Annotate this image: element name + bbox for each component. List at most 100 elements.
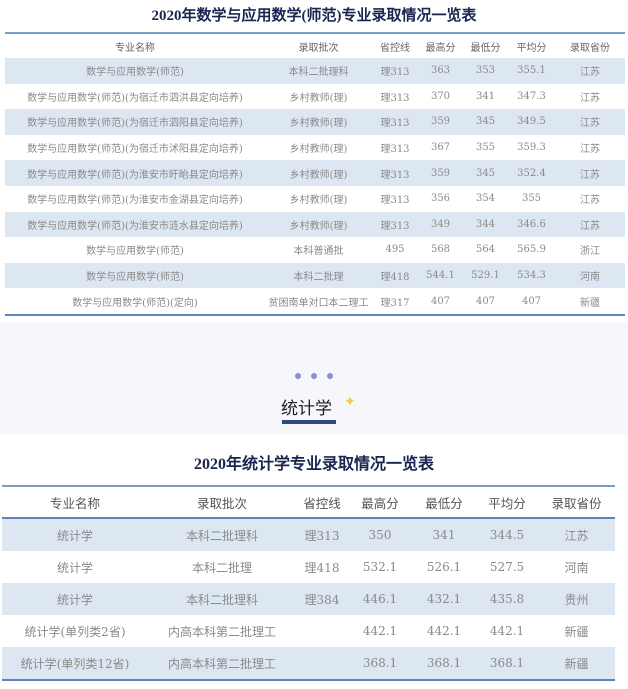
table-row: 数学与应用数学(师范)(为淮安市金湖县定向培养) 乡村教师(理) 理313 356 35… bbox=[5, 186, 625, 212]
cell-admission-batch: 乡村教师(理) bbox=[289, 195, 348, 207]
math-admission-table: 专业名称 录取批次 省控线 最高分 最低分 平均分 录取省份 数学与应用数学(师范) 本科二批… bbox=[5, 32, 625, 316]
cell-province: 浙江 bbox=[580, 246, 600, 258]
cell-admission-batch: 本科二批理科 bbox=[148, 583, 296, 615]
cell-control-line: 理313 bbox=[372, 160, 418, 186]
cell-max-score: 446.1 bbox=[348, 583, 412, 615]
header-control-line: 省控线 bbox=[303, 495, 341, 511]
cell-major-name: 数学与应用数学(师范)(为宿迁市泗阳县定向培养) bbox=[5, 109, 265, 135]
cell-admission-batch: 本科二批理科 bbox=[265, 58, 372, 84]
cell-avg-score: 344.5 bbox=[476, 518, 538, 551]
cell-avg-score: 527.5 bbox=[489, 560, 525, 574]
header-min-score: 最低分 bbox=[470, 42, 501, 54]
cell-province: 江苏 bbox=[555, 160, 625, 186]
cell-province: 江苏 bbox=[555, 109, 625, 135]
cell-control-line: 理313 bbox=[372, 58, 418, 84]
cell-control-line: 理313 bbox=[380, 92, 410, 104]
cell-max-score: 356 bbox=[430, 193, 451, 205]
cell-avg-score: 435.8 bbox=[476, 583, 538, 615]
cell-max-score: 442.1 bbox=[362, 624, 398, 638]
cell-max-score: 367 bbox=[430, 142, 451, 154]
cell-avg-score: 442.1 bbox=[489, 624, 525, 638]
table-row: 数学与应用数学(师范)(为宿迁市泗阳县定向培养) 乡村教师(理) 理313 359 34… bbox=[5, 109, 625, 135]
cell-avg-score: 347.3 bbox=[517, 90, 546, 102]
cell-province: 江苏 bbox=[580, 92, 600, 104]
cell-major-name: 数学与应用数学(师范)(为淮安市金湖县定向培养) bbox=[27, 195, 243, 207]
header-min-score: 最低分 bbox=[425, 495, 463, 511]
cell-major-name: 统计学 bbox=[2, 518, 148, 551]
cell-min-score: 353 bbox=[463, 58, 508, 84]
header-control-line: 省控线 bbox=[380, 42, 410, 54]
table-row: 统计学 本科二批理科 理384 446.1 432.1 435.8 贵州 bbox=[2, 583, 615, 615]
cell-province: 江苏 bbox=[555, 58, 625, 84]
cell-max-score: 532.1 bbox=[362, 560, 398, 574]
cell-admission-batch: 本科二批理 bbox=[191, 560, 252, 575]
table-row: 数学与应用数学(师范)(为淮安市涟水县定向培养) 乡村教师(理) 理313 349 34… bbox=[5, 211, 625, 238]
table-row: 统计学 本科二批理科 理313 350 341 344.5 江苏 bbox=[2, 518, 615, 551]
cell-max-score: 370 bbox=[430, 90, 451, 102]
cell-province: 新疆 bbox=[538, 647, 615, 680]
cell-max-score: 407 bbox=[430, 295, 451, 307]
cell-min-score: 407 bbox=[475, 295, 496, 307]
cell-major-name: 数学与应用数学(师范)(定向) bbox=[72, 297, 198, 309]
cell-avg-score: 349.5 bbox=[508, 109, 555, 135]
section-underline bbox=[282, 420, 336, 424]
cell-major-name: 数学与应用数学(师范) bbox=[86, 246, 184, 258]
table1-title: 2020年数学与应用数学(师范)专业录取情况一览表 bbox=[151, 8, 477, 24]
cell-control-line: 理313 bbox=[380, 195, 410, 207]
header-province: 录取省份 bbox=[551, 495, 602, 511]
cell-major-name: 数学与应用数学(师范) bbox=[5, 58, 265, 84]
table-row: 统计学(单列类12省) 内高本科第二批理工 368.1 368.1 368.1 新疆 bbox=[2, 647, 615, 680]
cell-max-score: 359 bbox=[418, 109, 463, 135]
cell-control-line: 理418 bbox=[372, 262, 418, 289]
cell-province: 河南 bbox=[555, 262, 625, 289]
cell-admission-batch: 乡村教师(理) bbox=[265, 211, 372, 238]
cell-max-score: 544.1 bbox=[418, 262, 463, 289]
cell-admission-batch: 贫困南单对口本二理工 bbox=[268, 297, 369, 309]
cell-major-name: 数学与应用数学(师范)(为宿迁市泗洪县定向培养) bbox=[27, 92, 243, 104]
cell-avg-score: 355 bbox=[521, 193, 542, 205]
table-row: 数学与应用数学(师范)(定向) 贫困南单对口本二理工 理317 407 407 407 新疆 bbox=[5, 288, 625, 315]
cell-control-line: 理313 bbox=[380, 144, 410, 156]
cell-max-score: 363 bbox=[418, 58, 463, 84]
dots-icon bbox=[0, 373, 628, 379]
cell-admission-batch: 本科二批理 bbox=[265, 262, 372, 289]
cell-min-score: 529.1 bbox=[463, 262, 508, 289]
cell-province: 江苏 bbox=[538, 518, 615, 551]
cell-control-line: 理418 bbox=[304, 560, 340, 575]
cell-admission-batch: 内高本科第二批理工 bbox=[167, 624, 276, 639]
cell-min-score: 341 bbox=[412, 518, 476, 551]
cell-max-score: 368.1 bbox=[348, 647, 412, 680]
cell-min-score: 526.1 bbox=[426, 560, 462, 574]
cell-avg-score: 368.1 bbox=[476, 647, 538, 680]
section-title: 统计学 bbox=[281, 399, 332, 419]
cell-major-name: 统计学(单列类12省) bbox=[2, 647, 148, 680]
cell-min-score: 564 bbox=[475, 244, 496, 256]
cell-province: 新疆 bbox=[564, 624, 589, 639]
cell-min-score: 345 bbox=[463, 160, 508, 186]
table-row: 数学与应用数学(师范) 本科二批理 理418 544.1 529.1 534.3 河南 bbox=[5, 262, 625, 289]
cell-min-score: 354 bbox=[475, 193, 496, 205]
cell-admission-batch: 乡村教师(理) bbox=[265, 109, 372, 135]
cell-avg-score: 352.4 bbox=[508, 160, 555, 186]
cell-control-line: 理313 bbox=[296, 518, 348, 551]
header-max-score: 最高分 bbox=[425, 42, 456, 54]
cell-control-line bbox=[296, 647, 348, 680]
cell-max-score: 350 bbox=[348, 518, 412, 551]
cell-province: 江苏 bbox=[555, 211, 625, 238]
header-major-name: 专业名称 bbox=[49, 495, 100, 511]
cell-min-score: 432.1 bbox=[412, 583, 476, 615]
table-row: 统计学 本科二批理 理418 532.1 526.1 527.5 河南 bbox=[2, 551, 615, 583]
cell-min-score: 442.1 bbox=[426, 624, 462, 638]
cell-avg-score: 407 bbox=[521, 295, 542, 307]
cell-avg-score: 359.3 bbox=[517, 142, 546, 154]
cell-province: 江苏 bbox=[580, 195, 600, 207]
header-avg-score: 平均分 bbox=[488, 495, 526, 511]
cell-min-score: 355 bbox=[475, 142, 496, 154]
table-row: 数学与应用数学(师范)(为淮安市盱眙县定向培养) 乡村教师(理) 理313 359 34… bbox=[5, 160, 625, 186]
table-row: 数学与应用数学(师范) 本科普通批 495 568 564 565.9 浙江 bbox=[5, 237, 625, 263]
cell-admission-batch: 乡村教师(理) bbox=[289, 92, 348, 104]
cell-province: 贵州 bbox=[538, 583, 615, 615]
table-header-row: 专业名称 录取批次 省控线 最高分 最低分 平均分 录取省份 bbox=[2, 486, 615, 518]
cell-avg-score: 355.1 bbox=[508, 58, 555, 84]
cell-major-name: 数学与应用数学(师范)(为宿迁市沭阳县定向培养) bbox=[27, 144, 243, 156]
